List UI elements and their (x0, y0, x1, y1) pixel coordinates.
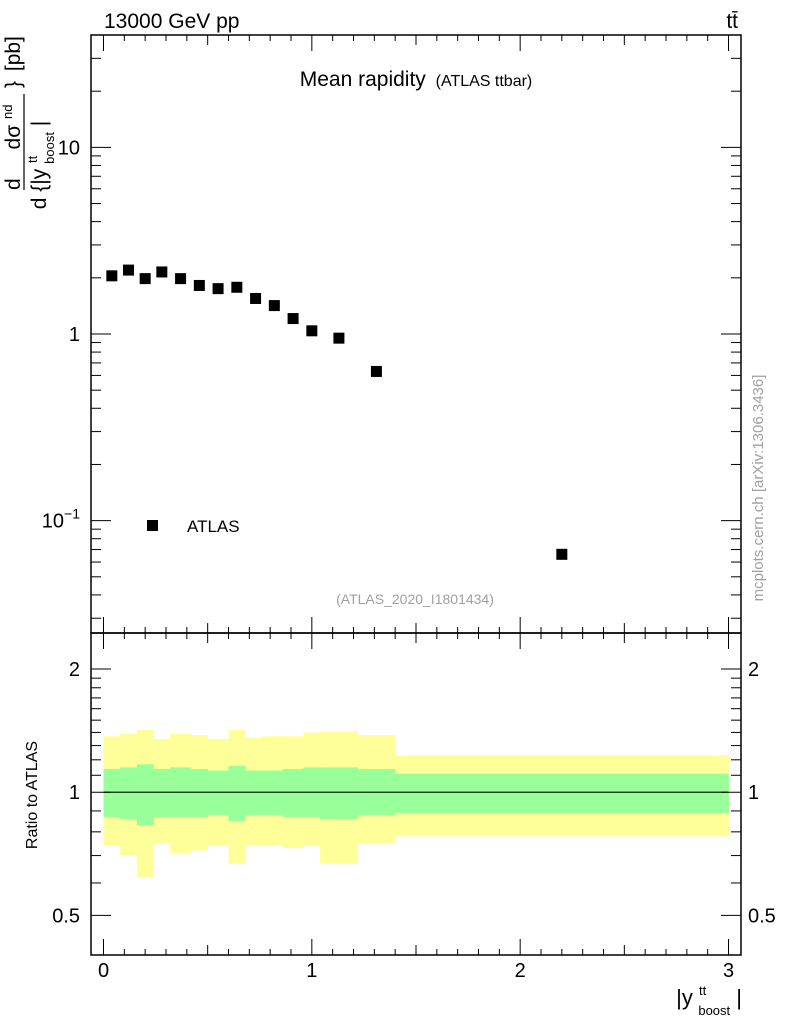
ratio-ytick-label-left: 1 (69, 782, 80, 804)
chart-title-main: Mean rapidity (300, 68, 427, 91)
main-ytick-label: 1 (69, 324, 80, 346)
ratio-ytick-label-left: 0.5 (52, 905, 80, 927)
process-label: tt̄ (726, 10, 738, 33)
ratio-bands (103, 729, 729, 878)
main-ytick-label: 10−1 (42, 506, 80, 533)
x-axis-title: |y tt boost | (676, 975, 742, 1020)
ratio-band-inner (136, 764, 154, 826)
ratio-ytick-label-right: 1 (748, 782, 759, 804)
data-point (123, 264, 134, 276)
tick-base: 10 (42, 511, 64, 533)
data-point (556, 548, 568, 560)
data-point (268, 300, 280, 312)
ylabel-numerator: dσ (2, 125, 25, 150)
ylabel-denominator-sub: boost (42, 132, 57, 164)
tick-exp: −1 (64, 506, 80, 522)
ratio-y-tick-labels: 2 2 1 1 0.5 0.5 (52, 659, 776, 927)
data-point (193, 279, 205, 291)
main-frame (90, 34, 742, 634)
data-point (212, 283, 224, 295)
chart-title-sub: (ATLAS ttbar) (436, 73, 533, 90)
ratio-panel: 2 2 1 1 0.5 0.5 0 1 2 3 Ratio to ATLAS |y tt boo… (24, 632, 776, 1020)
ratio-ytick-label-left: 2 (69, 659, 80, 681)
svg-text:dσ nd: dσ nd (0, 105, 25, 150)
legend-label-atlas: ATLAS (187, 517, 240, 536)
svg-text:d {|y tt boost: d {|y tt boost | (19, 121, 59, 210)
ratio-axis-ticks (91, 633, 741, 956)
ratio-xtick-label: 2 (515, 960, 526, 982)
ratio-xtick-label: 1 (306, 960, 317, 982)
ratio-band-inner (395, 773, 729, 813)
main-ytick-label: 10 (58, 137, 80, 159)
data-point (156, 266, 168, 278)
ratio-frame (90, 632, 742, 956)
ylabel-d: d (2, 178, 25, 190)
xlabel-sub: boost (698, 1003, 730, 1018)
data-point (250, 292, 262, 304)
analysis-id: (ATLAS_2020_I1801434) (336, 591, 494, 607)
svg-text:} [pb]: } [pb] (2, 36, 25, 88)
chart-title: Mean rapidity (ATLAS ttbar) (300, 68, 533, 91)
ylabel-denominator-end: | (28, 121, 51, 126)
ylabel-denominator-sup: tt (25, 155, 40, 163)
ratio-band-inner (320, 767, 359, 820)
side-watermark: mcplots.cern.ch [arXiv:1306.3436] (750, 375, 767, 602)
ylabel-denominator: d {|y (28, 168, 51, 209)
xlabel-post: | (736, 985, 742, 1010)
ratio-x-tick-labels: 0 1 2 3 (98, 960, 734, 982)
data-point (287, 313, 299, 325)
ratio-band-inner (120, 767, 138, 820)
ylabel-brace-close: } (2, 81, 25, 88)
ratio-band-inner (153, 768, 171, 817)
data-point (370, 365, 382, 377)
svg-text:d: d (2, 178, 25, 190)
data-point (106, 270, 118, 282)
legend-marker (147, 520, 158, 531)
energy-label: 13000 GeV pp (104, 10, 239, 33)
main-y-axis-title: d dσ nd d {|y tt boost | } [pb] (0, 36, 59, 210)
data-point (333, 332, 345, 344)
main-data-points (106, 264, 568, 560)
ratio-xtick-label: 3 (723, 960, 734, 982)
ratio-band-inner (228, 765, 246, 822)
data-point (306, 325, 318, 337)
ratio-ytick-label-right: 0.5 (748, 905, 776, 927)
xlabel-pre: |y (676, 985, 693, 1010)
ratio-y-axis-title: Ratio to ATLAS (24, 741, 41, 849)
data-point (231, 281, 243, 293)
xlabel-sup: tt (699, 983, 707, 998)
main-axis-ticks (91, 34, 741, 633)
ylabel-units: [pb] (2, 36, 25, 71)
ratio-band-inner (191, 768, 209, 817)
ratio-xtick-label: 0 (98, 960, 109, 982)
ratio-ytick-label-right: 2 (748, 659, 759, 681)
ratio-band-inner (103, 768, 121, 817)
ylabel-numerator-sup: nd (0, 105, 15, 119)
data-point (175, 273, 187, 285)
data-point (139, 273, 151, 285)
ratio-band-inner (282, 768, 304, 817)
